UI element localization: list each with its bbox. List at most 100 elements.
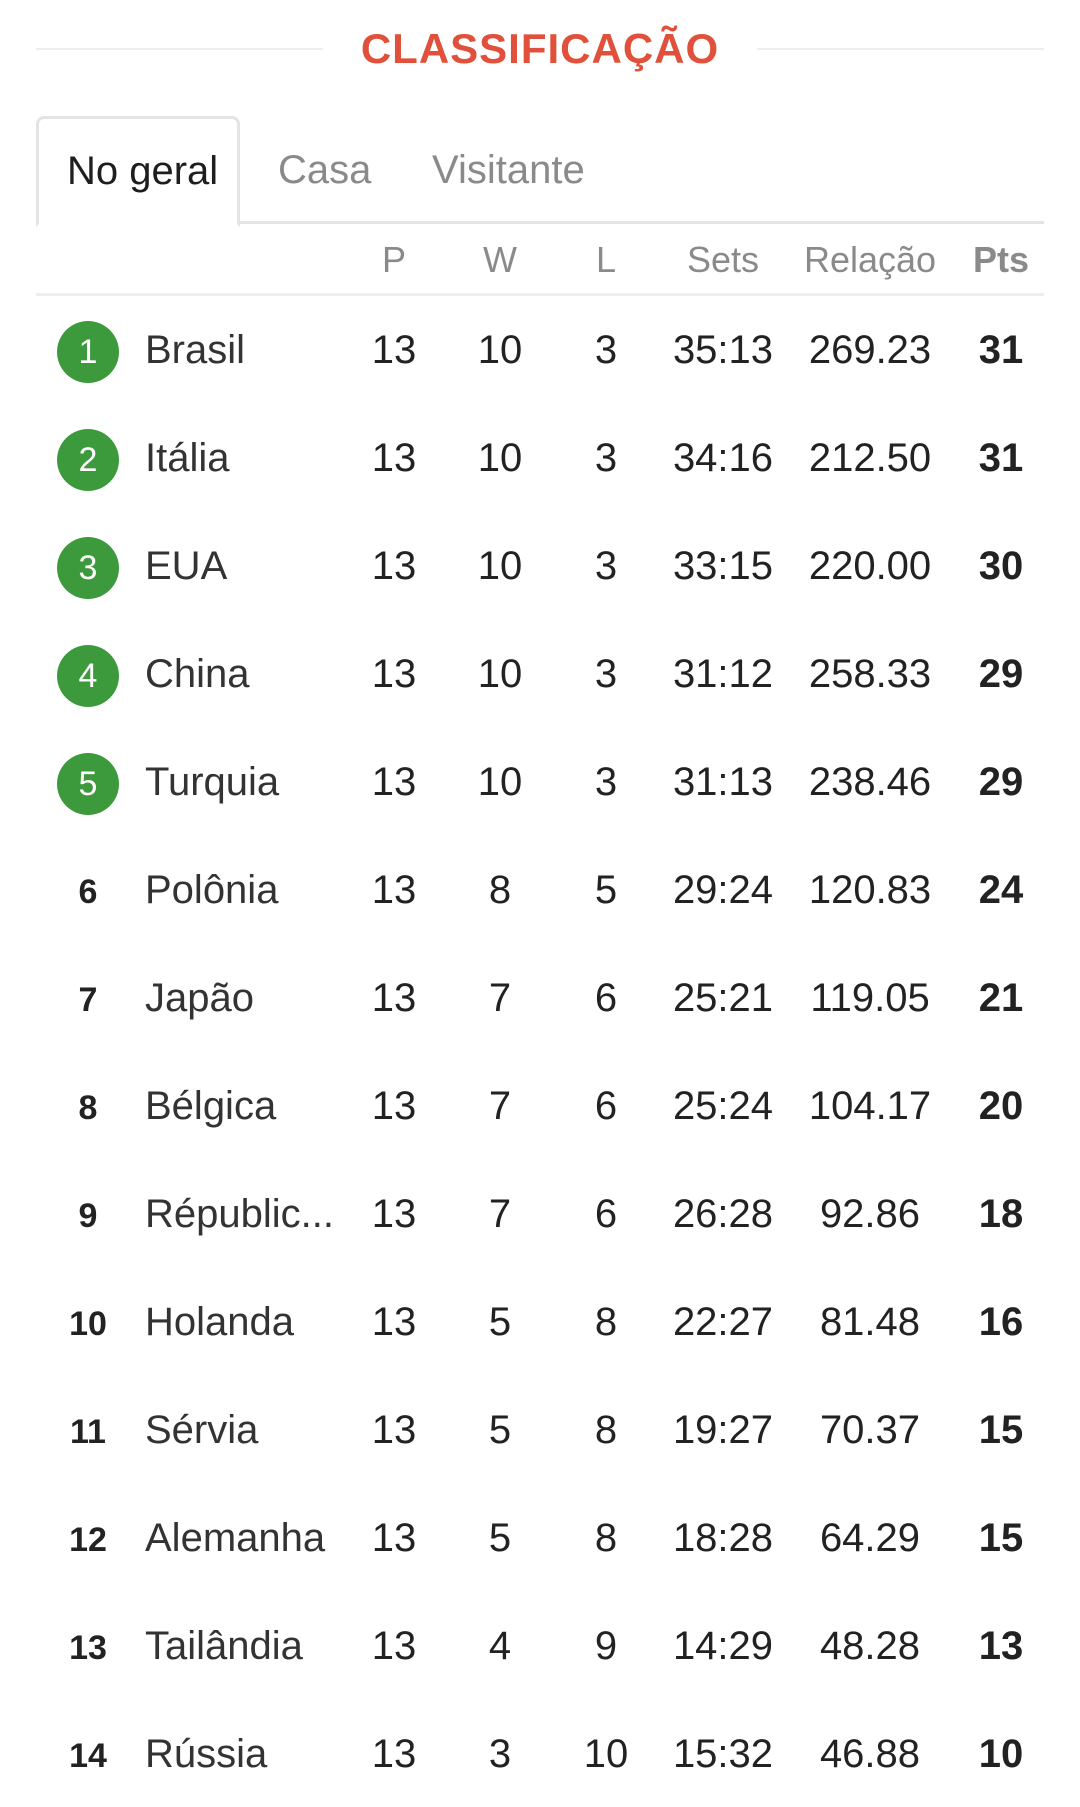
sets-cell: 33:15 <box>672 544 774 588</box>
tab-home[interactable]: Casa <box>278 147 372 192</box>
team-name: Rússia <box>145 1732 268 1776</box>
points-cell: 30 <box>978 544 1024 588</box>
losses-cell: 10 <box>583 1732 629 1776</box>
tab-away[interactable]: Visitante <box>432 147 585 192</box>
wins-cell: 8 <box>488 868 512 912</box>
rank-cell: 10 <box>56 1268 120 1376</box>
team-name: Sérvia <box>145 1408 259 1452</box>
points-cell: 21 <box>978 976 1024 1020</box>
rank-badge: 1 <box>57 321 119 384</box>
points-cell: 29 <box>978 652 1024 696</box>
sets-cell: 18:28 <box>672 1516 774 1560</box>
col-header-sets: Sets <box>686 239 760 280</box>
standings-table: 1 Brasil 13 10 3 35:13 269.23 31 2 Itália 13 10 3 34:… <box>36 296 1044 1807</box>
played-cell: 13 <box>371 1516 417 1560</box>
col-header-points: Pts <box>972 239 1030 280</box>
table-row[interactable]: 2 Itália 13 10 3 34:16 212.50 31 <box>36 404 1044 512</box>
sets-cell: 14:29 <box>672 1624 774 1668</box>
team-name: EUA <box>145 544 228 588</box>
losses-cell: 5 <box>594 868 618 912</box>
ratio-cell: 64.29 <box>819 1516 921 1560</box>
table-row[interactable]: 8 Bélgica 13 7 6 25:24 104.17 20 <box>36 1052 1044 1160</box>
wins-cell: 10 <box>477 652 523 696</box>
rank-cell: 14 <box>56 1700 120 1807</box>
table-row[interactable]: 14 Rússia 13 3 10 15:32 46.88 10 <box>36 1700 1044 1807</box>
ratio-cell: 70.37 <box>819 1408 921 1452</box>
team-name: Turquia <box>145 760 280 804</box>
points-cell: 24 <box>978 868 1024 912</box>
points-cell: 13 <box>978 1624 1024 1668</box>
rank-cell: 13 <box>56 1592 120 1700</box>
col-header-losses: L <box>595 239 617 280</box>
points-cell: 16 <box>978 1300 1024 1344</box>
team-name: Polônia <box>145 868 279 912</box>
sets-cell: 22:27 <box>672 1300 774 1344</box>
table-row[interactable]: 13 Tailândia 13 4 9 14:29 48.28 13 <box>36 1592 1044 1700</box>
played-cell: 13 <box>371 1732 417 1776</box>
col-header-ratio: Relação <box>803 239 937 280</box>
rank-cell: 2 <box>56 404 120 512</box>
sets-cell: 26:28 <box>672 1192 774 1236</box>
ratio-cell: 120.83 <box>808 868 932 912</box>
wins-cell: 10 <box>477 328 523 372</box>
losses-cell: 3 <box>594 760 618 804</box>
table-row[interactable]: 7 Japão 13 7 6 25:21 119.05 21 <box>36 944 1044 1052</box>
played-cell: 13 <box>371 328 417 372</box>
rank-number: 14 <box>69 1737 107 1775</box>
points-cell: 15 <box>978 1516 1024 1560</box>
rank-badge: 4 <box>57 645 119 708</box>
losses-cell: 6 <box>594 1084 618 1128</box>
table-row[interactable]: 6 Polônia 13 8 5 29:24 120.83 24 <box>36 836 1044 944</box>
losses-cell: 3 <box>594 328 618 372</box>
table-row[interactable]: 5 Turquia 13 10 3 31:13 238.46 29 <box>36 728 1044 836</box>
wins-cell: 10 <box>477 544 523 588</box>
ratio-cell: 258.33 <box>808 652 932 696</box>
team-name: Brasil <box>145 328 246 372</box>
wins-cell: 4 <box>488 1624 512 1668</box>
team-name: Itália <box>145 436 230 480</box>
section-header: CLASSIFICAÇÃO <box>36 14 1044 84</box>
played-cell: 13 <box>371 652 417 696</box>
rank-number: 9 <box>78 1197 98 1235</box>
rank-cell: 11 <box>56 1376 120 1484</box>
team-name: Républic... <box>145 1192 334 1236</box>
sets-cell: 25:24 <box>672 1084 774 1128</box>
tab-overall[interactable]: No geral <box>36 116 240 227</box>
rank-cell: 3 <box>56 512 120 620</box>
points-cell: 10 <box>978 1732 1024 1776</box>
sets-cell: 34:16 <box>672 436 774 480</box>
table-row[interactable]: 9 Républic... 13 7 6 26:28 92.86 18 <box>36 1160 1044 1268</box>
table-row[interactable]: 3 EUA 13 10 3 33:15 220.00 30 <box>36 512 1044 620</box>
rank-cell: 12 <box>56 1484 120 1592</box>
sets-cell: 15:32 <box>672 1732 774 1776</box>
sets-cell: 31:12 <box>672 652 774 696</box>
ratio-cell: 119.05 <box>810 976 930 1020</box>
points-cell: 29 <box>978 760 1024 804</box>
team-name: Japão <box>145 976 254 1020</box>
table-row[interactable]: 1 Brasil 13 10 3 35:13 269.23 31 <box>36 296 1044 404</box>
table-row[interactable]: 11 Sérvia 13 5 8 19:27 70.37 15 <box>36 1376 1044 1484</box>
wins-cell: 7 <box>488 976 512 1020</box>
col-header-played: P <box>381 239 406 280</box>
table-row[interactable]: 10 Holanda 13 5 8 22:27 81.48 16 <box>36 1268 1044 1376</box>
rank-cell: 5 <box>56 728 120 836</box>
table-row[interactable]: 4 China 13 10 3 31:12 258.33 29 <box>36 620 1044 728</box>
wins-cell: 7 <box>488 1084 512 1128</box>
played-cell: 13 <box>371 976 417 1020</box>
wins-cell: 3 <box>488 1732 512 1776</box>
played-cell: 13 <box>371 1408 417 1452</box>
standings-tabs: No geral Casa Visitante <box>36 116 1044 227</box>
wins-cell: 5 <box>488 1408 512 1452</box>
rank-cell: 4 <box>56 620 120 728</box>
points-cell: 31 <box>978 328 1024 372</box>
col-header-wins: W <box>483 239 517 280</box>
losses-cell: 3 <box>594 436 618 480</box>
divider-left <box>36 48 323 50</box>
rank-number: 12 <box>69 1521 107 1559</box>
wins-cell: 7 <box>488 1192 512 1236</box>
rank-number: 7 <box>78 981 98 1019</box>
losses-cell: 6 <box>594 976 618 1020</box>
table-row[interactable]: 12 Alemanha 13 5 8 18:28 64.29 15 <box>36 1484 1044 1592</box>
divider-right <box>757 48 1044 50</box>
